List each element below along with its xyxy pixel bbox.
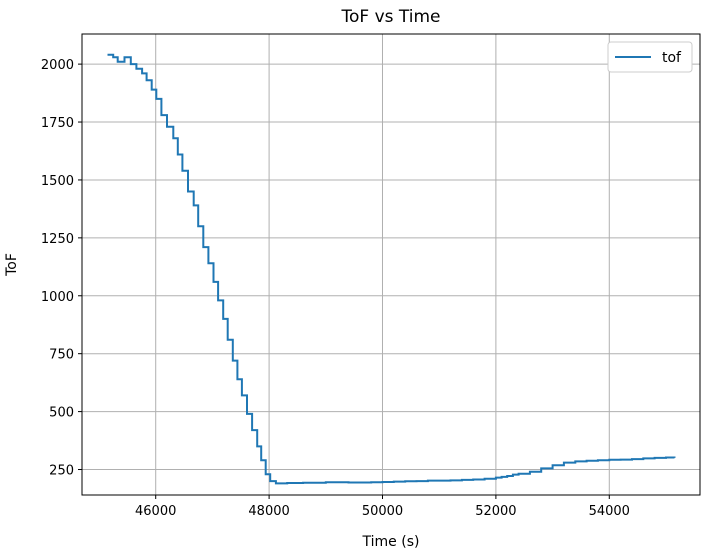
y-axis: 250 500 750 1000 1250 1500 1750 2000 — [41, 58, 82, 479]
chart-title: ToF vs Time — [340, 7, 440, 27]
y-tick-label: 1750 — [41, 116, 74, 131]
x-axis: 46000 48000 50000 52000 54000 — [135, 495, 630, 519]
y-tick-label: 750 — [49, 348, 74, 363]
series-line-tof — [107, 53, 676, 485]
x-tick-label: 46000 — [135, 504, 176, 519]
x-tick-label: 50000 — [362, 504, 403, 519]
series-layer — [107, 53, 676, 485]
grid — [82, 34, 700, 495]
y-tick-label: 500 — [49, 406, 74, 421]
y-tick-label: 1500 — [41, 174, 74, 189]
x-axis-label: Time (s) — [362, 534, 420, 550]
y-axis-label: ToF — [4, 253, 20, 277]
x-tick-label: 52000 — [475, 504, 516, 519]
legend-label-tof: tof — [662, 50, 682, 66]
y-tick-label: 1000 — [41, 290, 74, 305]
plot-frame — [81, 33, 701, 496]
y-tick-label: 2000 — [41, 58, 74, 73]
legend: tof — [607, 41, 693, 73]
y-tick-label: 250 — [49, 464, 74, 479]
x-tick-label: 54000 — [589, 504, 630, 519]
y-tick-label: 1250 — [41, 232, 74, 247]
x-tick-label: 48000 — [248, 504, 289, 519]
